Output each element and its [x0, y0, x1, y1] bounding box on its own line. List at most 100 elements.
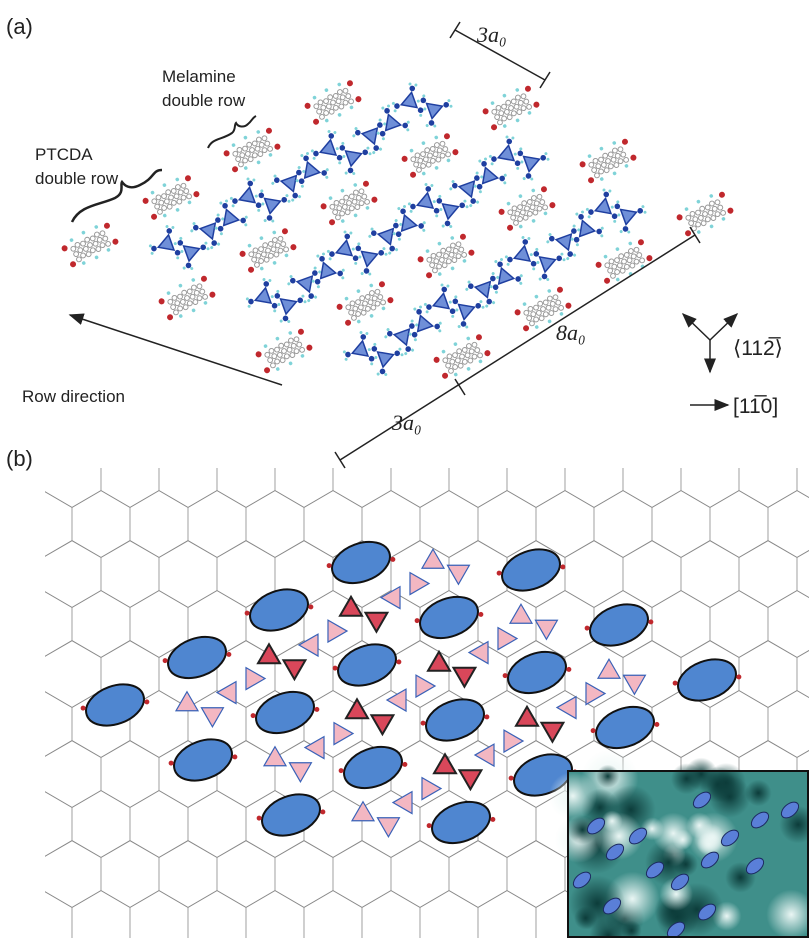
- ring: [459, 300, 478, 320]
- atom: [231, 204, 234, 207]
- atom: [192, 190, 200, 198]
- atom: [539, 199, 545, 205]
- atom: [219, 201, 223, 205]
- atom: [482, 107, 490, 115]
- atom: [384, 335, 388, 339]
- atom: [337, 82, 342, 87]
- atom: [478, 159, 482, 163]
- spacing-label: 3a₀: [476, 22, 507, 47]
- atom: [520, 160, 523, 163]
- atom: [387, 104, 391, 108]
- atom: [397, 237, 401, 241]
- atom: [243, 135, 248, 140]
- atom: [469, 203, 473, 207]
- ptcda-molecule: [431, 330, 494, 383]
- atom: [450, 266, 455, 271]
- atom: [469, 197, 477, 205]
- ring: [621, 205, 640, 225]
- atom: [401, 155, 409, 163]
- atom: [404, 345, 412, 353]
- atom: [522, 239, 528, 245]
- atom: [696, 199, 701, 204]
- atom: [289, 243, 297, 251]
- atom: [313, 266, 317, 270]
- atom: [94, 225, 99, 230]
- atom: [454, 295, 458, 299]
- atom: [231, 165, 239, 173]
- atom: [441, 372, 449, 380]
- atom: [478, 190, 482, 194]
- texture: [671, 763, 702, 794]
- ring: [401, 91, 419, 108]
- atom: [302, 155, 309, 162]
- atom: [367, 348, 371, 352]
- atom: [433, 207, 439, 213]
- atom: [531, 188, 536, 193]
- ring: [540, 252, 559, 272]
- atom: [313, 295, 317, 299]
- atom: [534, 294, 539, 299]
- atom: [506, 224, 514, 232]
- atom: [423, 107, 426, 110]
- atom: [637, 207, 644, 214]
- atom: [421, 171, 426, 176]
- atom: [516, 167, 519, 170]
- atom: [445, 151, 451, 157]
- atom: [378, 249, 385, 256]
- atom: [536, 261, 539, 264]
- atom: [615, 247, 620, 252]
- atom: [547, 289, 552, 294]
- atom: [413, 307, 417, 311]
- ptcda-molecule: [415, 229, 478, 282]
- atom: [421, 141, 426, 146]
- atom: [359, 331, 362, 334]
- atom: [474, 347, 480, 353]
- atom: [447, 99, 451, 103]
- atom: [398, 347, 402, 351]
- atom: [344, 233, 350, 239]
- ring: [281, 294, 300, 314]
- atom: [162, 213, 167, 218]
- atom: [443, 101, 450, 108]
- atom: [552, 294, 558, 300]
- ring: [575, 218, 595, 237]
- atom: [105, 241, 111, 247]
- atom: [463, 199, 467, 203]
- atom: [386, 296, 394, 304]
- atom: [403, 205, 407, 209]
- atom: [610, 205, 614, 209]
- atom: [416, 99, 420, 103]
- atom: [491, 301, 495, 305]
- atom: [162, 183, 167, 188]
- atom: [532, 101, 540, 109]
- atom: [518, 194, 523, 199]
- atom: [175, 177, 180, 182]
- atom: [457, 325, 461, 329]
- atom: [511, 136, 514, 139]
- atom: [599, 177, 604, 182]
- atom: [384, 252, 388, 256]
- atom: [555, 299, 561, 305]
- atom: [291, 192, 299, 200]
- spacing-label: 8a₀: [556, 320, 586, 345]
- atom: [435, 214, 438, 217]
- atom: [263, 366, 271, 374]
- atom: [514, 160, 520, 166]
- atom: [696, 230, 701, 235]
- ring: [346, 146, 365, 166]
- atom: [558, 305, 564, 311]
- texture: [745, 780, 772, 807]
- atom: [353, 213, 358, 218]
- atom: [328, 133, 334, 139]
- atom: [613, 220, 616, 223]
- atom: [536, 194, 542, 200]
- atom: [534, 325, 539, 330]
- atom: [103, 222, 111, 230]
- ring: [378, 347, 397, 367]
- atom: [546, 157, 550, 161]
- atom: [439, 141, 445, 147]
- atom: [204, 241, 208, 245]
- atom: [318, 255, 325, 262]
- atom: [475, 171, 479, 175]
- ptcda-molecule: [577, 134, 640, 187]
